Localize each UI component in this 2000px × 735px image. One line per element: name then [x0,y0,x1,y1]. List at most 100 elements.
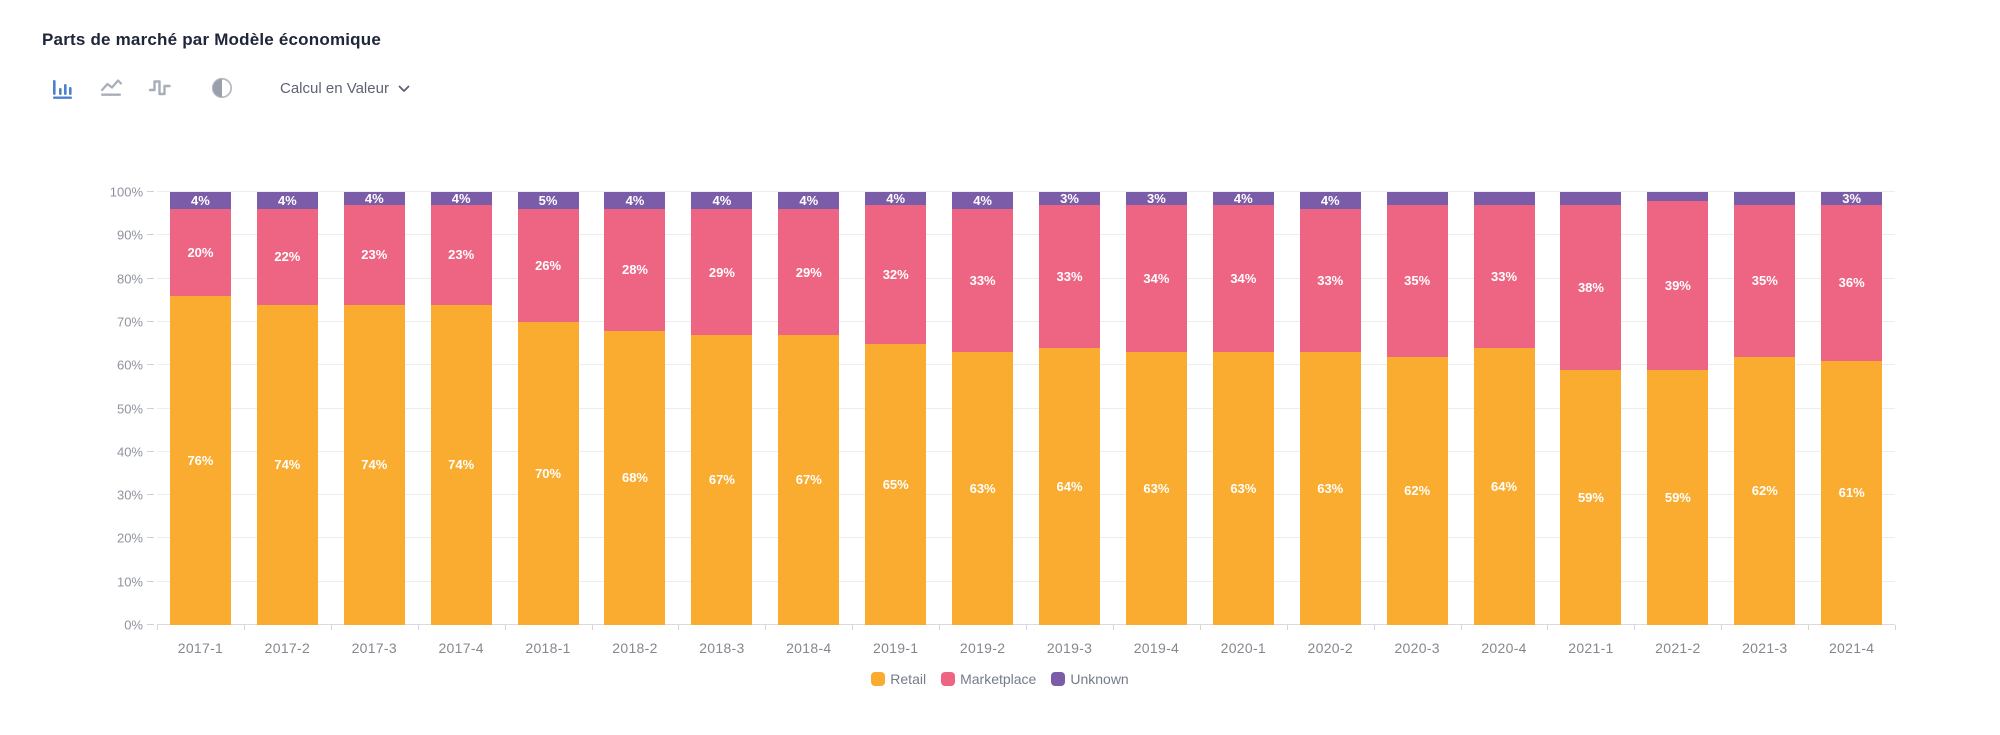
segment-retail[interactable]: 59% [1560,369,1622,625]
segment-marketplace[interactable]: 35% [1734,205,1796,357]
segment-retail[interactable]: 67% [778,334,840,625]
bar-2017-2[interactable]: 4% 22% 74% [256,192,318,625]
segment-unknown[interactable]: 4% [1212,192,1274,205]
segment-marketplace[interactable]: 33% [1039,205,1101,348]
segment-retail[interactable]: 74% [256,304,318,625]
bar-2018-2[interactable]: 4% 28% 68% [604,192,666,625]
bar-2019-4[interactable]: 3% 34% 63% [1125,192,1187,625]
segment-marketplace[interactable]: 35% [1386,205,1448,357]
bar-2020-2[interactable]: 4% 33% 63% [1299,192,1361,625]
segment-retail[interactable]: 63% [1299,352,1361,625]
legend-item-unknown[interactable]: Unknown [1051,671,1129,687]
bar-2019-1[interactable]: 4% 32% 65% [865,192,927,625]
segment-marketplace[interactable]: 26% [517,209,579,322]
segment-unknown[interactable]: 4% [1299,192,1361,210]
segment-marketplace[interactable]: 34% [1125,205,1187,353]
segment-marketplace[interactable]: 23% [430,205,492,305]
segment-retail[interactable]: 70% [517,321,579,625]
line-chart-icon[interactable] [98,75,125,101]
segment-unknown[interactable]: 4% [865,192,927,205]
x-axis-tick [1112,625,1114,630]
y-axis-tick [147,450,154,452]
segment-retail[interactable]: 68% [604,330,666,625]
bar-chart-icon[interactable] [50,75,77,101]
bar-2017-3[interactable]: 4% 23% 74% [343,192,405,625]
bar-2021-4[interactable]: 3% 36% 61% [1821,192,1883,625]
bar-2017-1[interactable]: 4% 20% 76% [169,192,231,625]
segment-unknown[interactable]: 4% [778,192,840,210]
segment-unknown[interactable] [1473,192,1535,206]
segment-marketplace[interactable]: 33% [1473,205,1535,348]
bar-slot: 38% 59% [1548,192,1635,625]
segment-unknown[interactable]: 4% [343,192,405,205]
legend-item-marketplace[interactable]: Marketplace [941,671,1036,687]
segment-unknown[interactable] [1734,192,1796,205]
segment-unknown[interactable]: 3% [1039,192,1101,205]
segment-retail[interactable]: 76% [169,295,231,625]
segment-label: 33% [1491,268,1518,284]
segment-marketplace[interactable]: 32% [865,205,927,344]
segment-unknown[interactable]: 3% [1125,192,1187,205]
bar-2018-1[interactable]: 5% 26% 70% [517,192,579,625]
segment-marketplace[interactable]: 29% [691,209,753,335]
segment-unknown[interactable]: 3% [1821,192,1883,205]
segment-unknown[interactable] [1647,192,1709,201]
segment-retail[interactable]: 62% [1386,356,1448,625]
segment-retail[interactable]: 63% [1212,352,1274,625]
bar-2021-3[interactable]: 35% 62% [1734,192,1796,625]
y-tick-label: 70% [116,314,143,330]
legend-item-retail[interactable]: Retail [871,671,926,687]
segment-unknown[interactable]: 4% [604,192,666,210]
segment-unknown[interactable]: 4% [256,192,318,210]
segment-marketplace[interactable]: 22% [256,209,318,305]
segment-marketplace[interactable]: 29% [778,209,840,335]
x-axis-tick [939,625,941,630]
bar-2020-4[interactable]: 33% 64% [1473,192,1535,625]
bar-2017-4[interactable]: 4% 23% 74% [430,192,492,625]
segment-unknown[interactable]: 4% [430,192,492,205]
segment-marketplace[interactable]: 20% [169,209,231,296]
bar-slot: 4% 34% 63% [1200,192,1287,625]
segment-retail[interactable]: 67% [691,334,753,625]
bar-2019-3[interactable]: 3% 33% 64% [1039,192,1101,625]
y-axis-tick [147,494,154,496]
bar-slot: 4% 23% 74% [331,192,418,625]
segment-marketplace[interactable]: 33% [952,209,1014,353]
segment-retail[interactable]: 59% [1647,369,1709,625]
bar-2018-3[interactable]: 4% 29% 67% [691,192,753,625]
bar-2020-3[interactable]: 35% 62% [1386,192,1448,625]
step-chart-icon[interactable] [146,75,173,101]
segment-unknown[interactable]: 5% [517,192,579,210]
bar-2021-2[interactable]: 39% 59% [1647,192,1709,625]
segment-retail[interactable]: 64% [1473,347,1535,625]
segment-retail[interactable]: 74% [430,304,492,625]
segment-retail[interactable]: 64% [1039,347,1101,625]
bar-2019-2[interactable]: 4% 33% 63% [952,192,1014,625]
bar-2021-1[interactable]: 38% 59% [1560,192,1622,625]
segment-marketplace[interactable]: 36% [1821,205,1883,361]
segment-marketplace[interactable]: 38% [1560,205,1622,370]
segment-marketplace[interactable]: 39% [1647,200,1709,370]
segment-unknown[interactable] [1560,192,1622,205]
segment-marketplace[interactable]: 28% [604,209,666,331]
segment-unknown[interactable]: 4% [952,192,1014,210]
bar-2020-1[interactable]: 4% 34% 63% [1212,192,1274,625]
segment-retail[interactable]: 62% [1734,356,1796,625]
segment-marketplace[interactable]: 33% [1299,209,1361,353]
segment-retail[interactable]: 63% [1125,352,1187,625]
gridline [157,234,1895,236]
segment-retail[interactable]: 63% [952,352,1014,625]
segment-unknown[interactable]: 4% [169,192,231,210]
segment-retail[interactable]: 65% [865,343,927,625]
segment-marketplace[interactable]: 23% [343,205,405,305]
segment-retail[interactable]: 74% [343,304,405,625]
bar-2018-4[interactable]: 4% 29% 67% [778,192,840,625]
segment-unknown[interactable] [1386,192,1448,205]
segment-retail[interactable]: 61% [1821,360,1883,625]
calculation-mode-dropdown[interactable]: Calcul en Valeur [280,80,410,97]
segment-unknown[interactable]: 4% [691,192,753,210]
x-tick-label: 2018-1 [525,640,571,656]
contrast-icon[interactable] [208,75,235,101]
segment-marketplace[interactable]: 34% [1212,205,1274,353]
x-tick-label: 2019-1 [873,640,919,656]
